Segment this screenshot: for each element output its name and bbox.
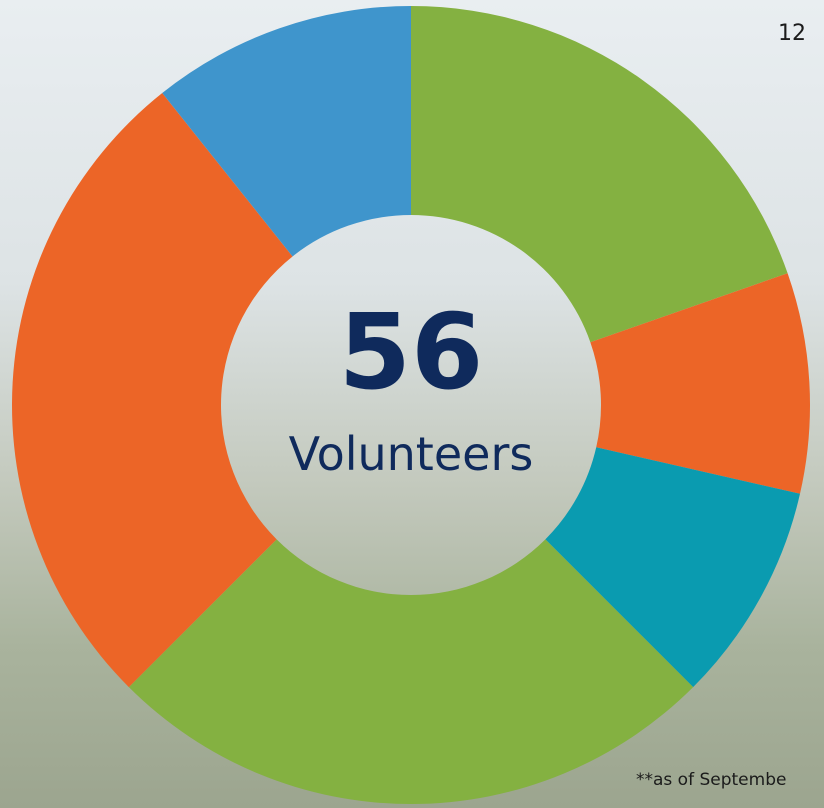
center-label: Volunteers [289,427,534,481]
page: 12 **as of Septembe 56 Volunteers [0,0,824,808]
chart: 12 **as of Septembe 56 Volunteers [0,0,824,808]
footnote: **as of Septembe [636,770,786,790]
center-value: 56 [339,291,484,413]
page-number: 12 [778,21,806,46]
